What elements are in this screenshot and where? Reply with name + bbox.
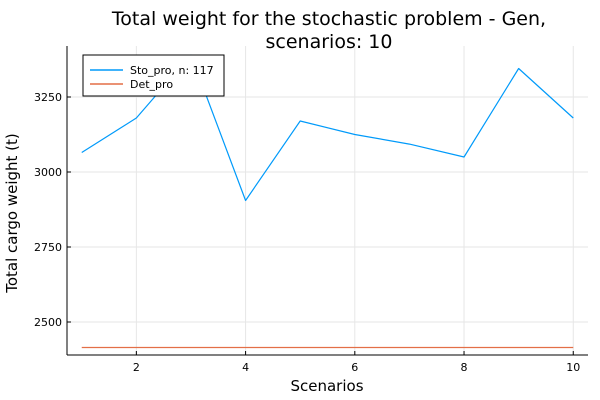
axis-layer: 2 4 6 8 10 2500 2750 3000 3250 bbox=[34, 46, 588, 374]
y-tick-label: 3250 bbox=[34, 91, 62, 104]
legend-box bbox=[82, 54, 225, 97]
x-tick-label: 8 bbox=[461, 361, 468, 374]
legend: Sto_pro, n: 117 Det_pro bbox=[82, 54, 225, 97]
chart-title-line-2: scenarios: 10 bbox=[266, 31, 393, 53]
y-tick-label: 2500 bbox=[34, 316, 62, 329]
x-tick-label: 10 bbox=[566, 361, 580, 374]
legend-label-det-pro: Det_pro bbox=[130, 78, 173, 91]
x-tick-label: 6 bbox=[351, 361, 358, 374]
x-tick-label: 2 bbox=[133, 361, 140, 374]
x-tick-label: 4 bbox=[242, 361, 249, 374]
chart-title-line-1: Total weight for the stochastic problem … bbox=[111, 8, 546, 30]
y-tick-label: 2750 bbox=[34, 241, 62, 254]
x-axis-label: Scenarios bbox=[290, 377, 363, 395]
y-axis-label: Total cargo weight (t) bbox=[3, 133, 21, 294]
legend-label-sto-pro: Sto_pro, n: 117 bbox=[130, 64, 214, 77]
y-tick-label: 3000 bbox=[34, 166, 62, 179]
series-layer bbox=[81, 54, 574, 349]
